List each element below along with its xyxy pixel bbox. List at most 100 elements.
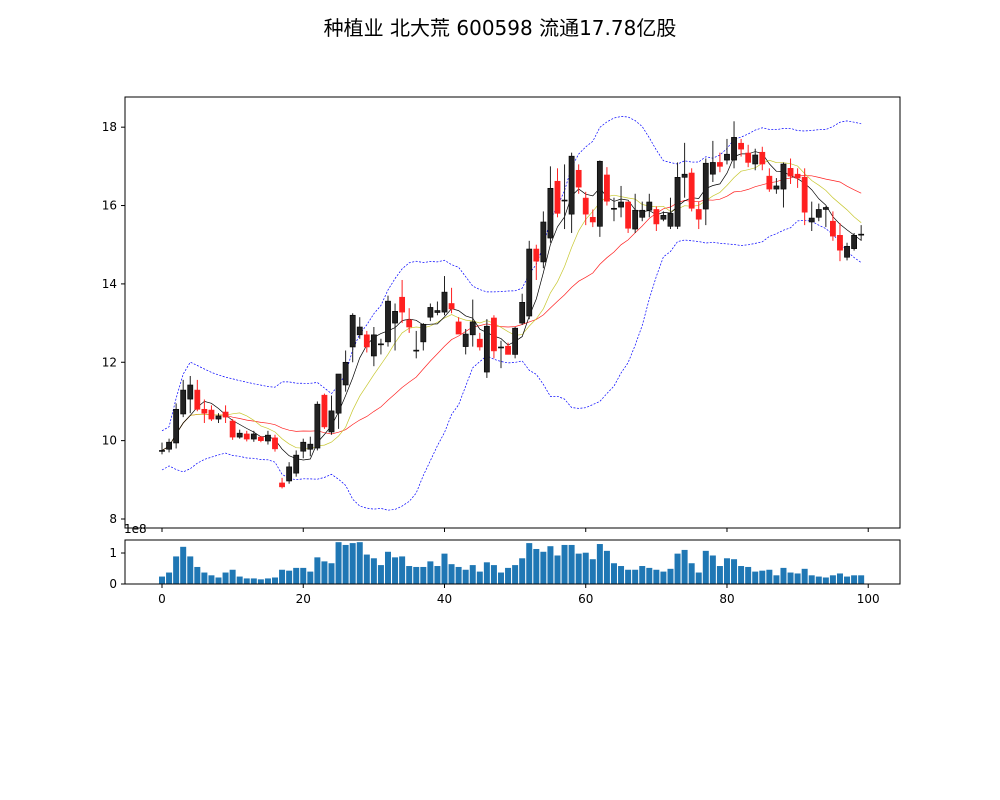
volume-bar <box>363 554 370 584</box>
candle-body <box>476 338 483 348</box>
candle-body <box>378 343 384 346</box>
candle-body <box>236 432 243 438</box>
candle-body <box>660 215 667 220</box>
bollinger-lower-line <box>161 219 862 511</box>
volume-bar <box>723 558 730 584</box>
candle-body <box>759 151 766 165</box>
volume-bar <box>420 566 427 584</box>
volume-bar <box>738 566 745 584</box>
volume-bar <box>307 571 314 584</box>
candle-body <box>801 177 808 213</box>
volume-offset-label: 1e8 <box>124 522 147 536</box>
candle-body <box>413 349 420 352</box>
volume-bar <box>392 557 399 584</box>
volume-bar <box>257 579 264 584</box>
volume-bar <box>201 572 208 584</box>
volume-bar <box>554 555 561 584</box>
volume-bar <box>808 575 815 584</box>
candle-body <box>695 209 702 220</box>
volume-bar <box>618 566 625 584</box>
volume-bar <box>483 562 490 584</box>
candle-body <box>547 187 554 239</box>
volume-bar <box>448 564 455 584</box>
volume-bar <box>512 565 519 584</box>
candle-body <box>709 162 716 175</box>
candle-body <box>632 209 639 230</box>
candle-body <box>427 307 434 318</box>
candle-body <box>194 389 201 410</box>
candle-body <box>596 160 603 227</box>
volume-bar <box>639 566 646 584</box>
candle-body <box>335 373 342 414</box>
volume-bar <box>469 565 476 584</box>
volume-bar <box>851 575 858 584</box>
volume-bar <box>413 566 420 584</box>
candle-body <box>519 302 526 324</box>
volume-bar <box>716 566 723 584</box>
candle-body <box>455 321 462 335</box>
candle-body <box>462 333 469 347</box>
volume-bar <box>646 567 653 584</box>
bollinger-upper-line <box>161 116 862 432</box>
candle-body <box>434 310 441 313</box>
candle-body <box>512 327 519 355</box>
volume-bar <box>455 566 462 584</box>
candle-body <box>279 482 285 488</box>
candle-body <box>540 221 547 263</box>
volume-bar <box>794 573 801 584</box>
volume-bar <box>603 550 610 584</box>
volume-bar <box>497 572 504 584</box>
y-tick-label: 16 <box>102 199 117 213</box>
volume-bar <box>356 542 363 584</box>
candle-body <box>483 325 490 373</box>
volume-bar <box>596 544 603 584</box>
y-tick-label: 12 <box>102 355 117 369</box>
volume-axes: 010 20 40 60 80 100 <box>109 539 901 606</box>
candle-body <box>300 441 307 452</box>
candle-body <box>674 177 681 227</box>
candle-body <box>349 314 356 348</box>
candle-body <box>166 441 172 450</box>
candle-body <box>293 454 300 474</box>
candle-body <box>491 317 497 352</box>
candle-body <box>745 152 752 163</box>
volume-bar <box>194 566 201 584</box>
candle-body <box>773 185 780 190</box>
volume-bar <box>632 569 639 584</box>
candle-body <box>257 436 264 441</box>
volume-bar <box>222 572 229 584</box>
volume-bar <box>822 577 829 584</box>
volume-bar <box>427 561 434 584</box>
volume-bar <box>384 551 391 584</box>
candle-body <box>201 408 208 414</box>
volume-bar <box>674 553 681 584</box>
candle-body <box>406 319 413 328</box>
volume-y-tick-label: 1 <box>109 546 117 560</box>
candle-body <box>851 235 857 249</box>
candle-body <box>568 155 575 215</box>
volume-axes-frame <box>124 539 901 585</box>
candle-body <box>554 180 561 214</box>
x-tick-label: 60 <box>578 592 593 606</box>
x-tick-label: 100 <box>857 592 880 606</box>
volume-bar <box>335 542 342 584</box>
volume-bar <box>731 559 738 584</box>
candle-body <box>392 311 398 324</box>
candle-body <box>505 345 511 355</box>
volume-bar <box>462 569 469 584</box>
y-tick-label: 14 <box>102 277 117 291</box>
volume-bar <box>279 569 286 584</box>
candle-body <box>858 233 865 236</box>
candle-body <box>286 466 293 482</box>
candle-body <box>180 389 187 415</box>
candle-body <box>307 443 314 450</box>
volume-bar <box>858 575 865 584</box>
candle-body <box>653 209 660 225</box>
volume-bar <box>625 569 632 584</box>
candle-body <box>561 199 568 202</box>
candle-body <box>363 334 370 348</box>
volume-bar <box>349 543 356 584</box>
candle-body <box>808 217 815 223</box>
candle-body <box>611 207 617 210</box>
